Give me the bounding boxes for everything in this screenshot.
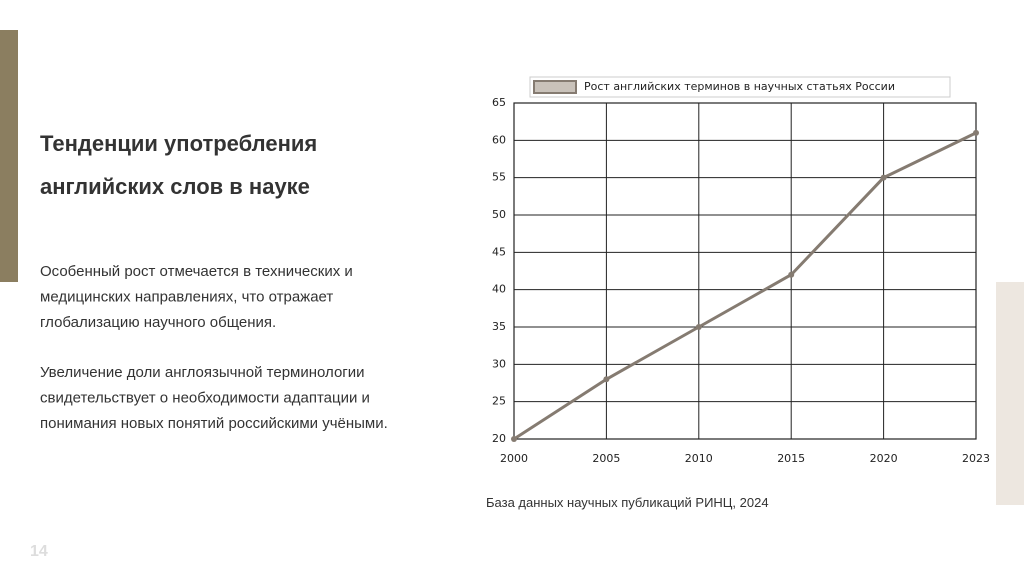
paragraph-line: Увеличение доли англоязычной терминологи… [40, 364, 365, 381]
slide-number: 14 [30, 543, 48, 560]
title-line: Тенденции употребления [40, 131, 317, 156]
x-tick-label: 2023 [962, 452, 990, 465]
paragraph-line: глобализацию научного общения. [40, 314, 276, 331]
paragraph-line: свидетельствует о необходимости адаптаци… [40, 390, 370, 407]
x-tick-label: 2000 [500, 452, 528, 465]
y-tick-label: 60 [492, 133, 506, 146]
legend-frame [529, 76, 951, 98]
data-point [788, 271, 795, 278]
text-block: Тенденции употребления английских слов в … [40, 131, 388, 432]
y-tick-label: 25 [492, 395, 506, 408]
x-tick-label: 2010 [685, 452, 713, 465]
y-tick-label: 30 [492, 357, 506, 370]
y-tick-label: 35 [492, 320, 506, 333]
data-line [513, 131, 977, 441]
source: База данных научных публикаций РИНЦ, 202… [486, 495, 769, 510]
paragraph-line: Особенный рост отмечается в технических … [40, 263, 353, 280]
legend-swatch [533, 80, 577, 94]
data-point [880, 174, 887, 181]
side-block [996, 282, 1024, 505]
accent-bar [0, 30, 18, 282]
x-tick-label: 2020 [870, 452, 898, 465]
paragraph-line: понимания новых понятий российскими учён… [40, 415, 388, 432]
y-tick-label: 65 [492, 96, 506, 109]
y-tick-label: 40 [492, 283, 506, 296]
y-tick-label: 45 [492, 245, 506, 258]
data-point [695, 324, 702, 330]
y-tick-label: 50 [492, 208, 506, 221]
data-point [603, 376, 610, 383]
paragraph-line: медицинских направлениях, что отражает [40, 289, 333, 306]
y-tick-label: 20 [492, 432, 506, 445]
title-line: английских слов в науке [40, 174, 310, 199]
data-point [973, 129, 979, 136]
x-tick-label: 2005 [592, 452, 620, 465]
data-point [511, 436, 517, 442]
plot-frame [513, 102, 977, 440]
legend-label: Рост английских терминов в научных стать… [584, 80, 895, 93]
chart: 20 25 30 35 40 45 50 55 60 65 2000 2005 2010 2015 2020… [492, 76, 990, 465]
y-tick-label: 55 [492, 171, 506, 184]
x-tick-label: 2015 [777, 452, 805, 465]
